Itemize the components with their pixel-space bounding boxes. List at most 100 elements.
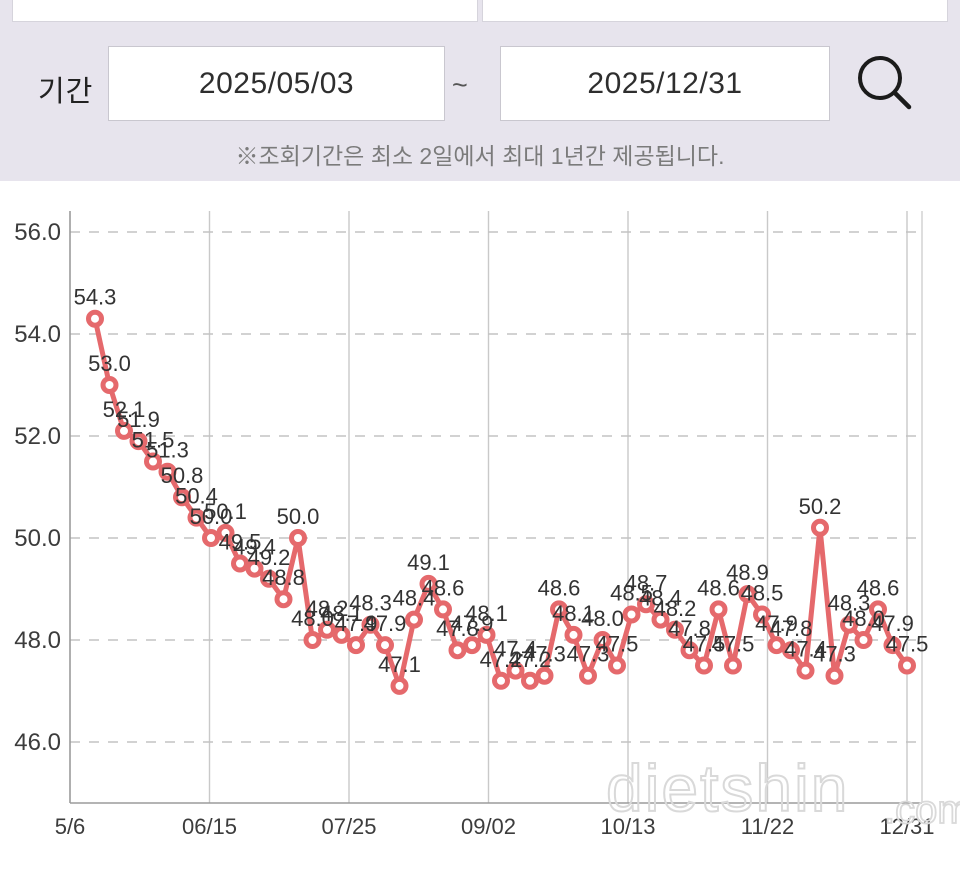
y-axis-tick-label: 46.0 (14, 729, 61, 756)
data-point[interactable] (724, 656, 742, 675)
point-value-label: 47.8 (668, 616, 711, 641)
watermark-dietshin: dietshin (606, 751, 850, 825)
data-point[interactable] (245, 559, 264, 578)
point-value-label: 50.2 (799, 494, 842, 519)
data-point[interactable] (216, 523, 235, 542)
data-point[interactable] (419, 574, 438, 593)
data-point[interactable] (695, 656, 713, 675)
watermark-suffix: .com (884, 788, 960, 832)
point-value-label: 48.6 (538, 575, 581, 600)
point-value-label: 48.4 (393, 586, 436, 611)
data-point[interactable] (680, 641, 699, 660)
data-point[interactable] (550, 600, 568, 619)
data-point[interactable] (651, 610, 670, 629)
data-point[interactable] (202, 529, 220, 547)
point-value-label: 47.3 (813, 642, 856, 667)
data-point[interactable] (883, 636, 902, 655)
x-axis-tick-label: 09/02 (461, 814, 516, 839)
point-value-label: 47.3 (523, 642, 566, 667)
search-button[interactable] (852, 50, 918, 116)
data-point[interactable] (608, 656, 626, 675)
data-point[interactable] (361, 615, 380, 634)
data-point[interactable] (521, 671, 539, 690)
y-axis-tick-label: 50.0 (14, 525, 61, 552)
period-notice: ※조회기간은 최소 2일에서 최대 1년간 제공됩니다. (235, 143, 725, 169)
data-point[interactable] (840, 615, 858, 634)
point-value-label: 49.1 (407, 550, 450, 575)
point-value-label: 48.6 (857, 575, 900, 600)
point-value-label: 49.5 (219, 530, 262, 555)
data-point[interactable] (477, 625, 496, 644)
point-value-label: 48.0 (842, 606, 885, 631)
data-point[interactable] (390, 676, 409, 695)
x-axis-tick-label: 5/6 (55, 814, 86, 839)
data-point[interactable] (825, 666, 844, 685)
date-to-input[interactable]: 2025/12/31 (500, 46, 830, 121)
point-value-label: 48.1 (465, 601, 508, 626)
weight-line-chart[interactable]: 5/6 06/15 07/25 09/02 10/13 11/22 12/31 56.0 54.… (0, 181, 960, 883)
data-point[interactable] (898, 656, 916, 675)
data-point[interactable] (86, 309, 104, 328)
data-point[interactable] (144, 452, 162, 471)
point-value-label: 48.8 (262, 565, 305, 590)
period-label: 기간 (38, 76, 94, 108)
data-point[interactable] (782, 641, 800, 660)
data-point[interactable] (854, 631, 873, 649)
top-input-left[interactable] (12, 0, 478, 22)
data-point[interactable] (289, 529, 307, 547)
date-from-input[interactable]: 2025/05/03 (108, 46, 445, 121)
data-point[interactable] (535, 666, 554, 685)
point-value-label: 50.1 (204, 499, 247, 524)
data-point[interactable] (303, 631, 322, 649)
data-point[interactable] (260, 569, 278, 588)
point-value-label: 51.5 (132, 428, 175, 453)
data-point[interactable] (709, 600, 728, 619)
point-value-label: 47.8 (770, 616, 813, 641)
point-value-label: 48.6 (422, 575, 465, 600)
data-point[interactable] (376, 636, 394, 655)
data-point[interactable] (492, 671, 510, 690)
data-point[interactable] (767, 636, 786, 655)
search-header: 기간 2025/05/03 ~ 2025/12/31 ※조회기간은 최소 2일에… (0, 0, 960, 181)
data-point[interactable] (796, 661, 815, 680)
data-point[interactable] (434, 600, 452, 619)
data-point[interactable] (666, 620, 684, 639)
data-point[interactable] (405, 610, 423, 629)
data-point[interactable] (869, 600, 887, 619)
point-value-label: 50.4 (175, 484, 218, 509)
point-value-label: 49.2 (248, 545, 291, 570)
data-point[interactable] (622, 605, 641, 624)
point-value-label: 47.5 (596, 632, 639, 657)
data-point[interactable] (448, 641, 467, 660)
point-value-label: 48.7 (625, 570, 668, 595)
point-value-label: 48.1 (552, 601, 595, 626)
data-point[interactable] (187, 508, 206, 527)
data-point[interactable] (753, 605, 771, 624)
data-point[interactable] (115, 421, 133, 440)
data-point[interactable] (564, 625, 583, 644)
data-point[interactable] (129, 432, 148, 451)
data-point[interactable] (579, 666, 597, 685)
data-point[interactable] (347, 636, 365, 655)
data-point[interactable] (332, 625, 351, 644)
point-value-label: 48.3 (828, 591, 871, 616)
data-point[interactable] (637, 595, 655, 614)
data-point[interactable] (463, 636, 481, 655)
y-axis-tick-label: 48.0 (14, 627, 61, 654)
data-point[interactable] (158, 462, 177, 481)
data-point[interactable] (318, 620, 336, 639)
top-input-right[interactable] (482, 0, 948, 22)
data-point[interactable] (738, 585, 757, 604)
weight-chart-section: 5/6 06/15 07/25 09/02 10/13 11/22 12/31 56.0 54.… (0, 181, 960, 883)
data-point[interactable] (100, 376, 119, 394)
data-point[interactable] (506, 661, 525, 680)
data-point[interactable] (593, 631, 612, 649)
data-point[interactable] (274, 590, 293, 609)
data-point[interactable] (173, 488, 191, 507)
data-point[interactable] (811, 518, 829, 537)
data-point[interactable] (231, 554, 249, 573)
date-range-separator: ~ (452, 70, 468, 100)
point-value-label: 47.4 (494, 637, 537, 662)
point-value-label: 47.9 (451, 611, 494, 636)
